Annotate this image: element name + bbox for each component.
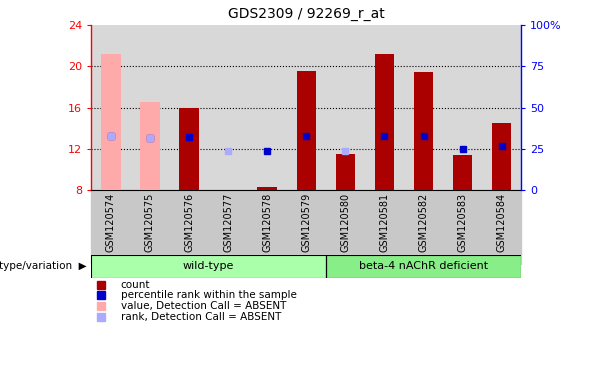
Text: wild-type: wild-type bbox=[183, 262, 234, 271]
Bar bbox=[101, 54, 121, 190]
Text: genotype/variation  ▶: genotype/variation ▶ bbox=[0, 262, 87, 271]
Bar bbox=[326, 255, 521, 278]
Bar bbox=[492, 123, 511, 190]
Bar bbox=[453, 155, 472, 190]
Bar bbox=[179, 108, 198, 190]
Bar bbox=[91, 190, 521, 264]
Bar bbox=[257, 187, 277, 190]
Bar bbox=[413, 73, 434, 190]
Bar bbox=[91, 255, 326, 278]
Text: percentile rank within the sample: percentile rank within the sample bbox=[121, 290, 297, 300]
Text: value, Detection Call = ABSENT: value, Detection Call = ABSENT bbox=[121, 301, 286, 311]
Text: count: count bbox=[121, 280, 150, 290]
Text: beta-4 nAChR deficient: beta-4 nAChR deficient bbox=[359, 262, 488, 271]
Bar bbox=[140, 103, 160, 190]
Title: GDS2309 / 92269_r_at: GDS2309 / 92269_r_at bbox=[228, 7, 385, 21]
Bar bbox=[336, 154, 355, 190]
Text: rank, Detection Call = ABSENT: rank, Detection Call = ABSENT bbox=[121, 311, 281, 321]
Bar bbox=[296, 71, 316, 190]
Bar bbox=[375, 54, 394, 190]
